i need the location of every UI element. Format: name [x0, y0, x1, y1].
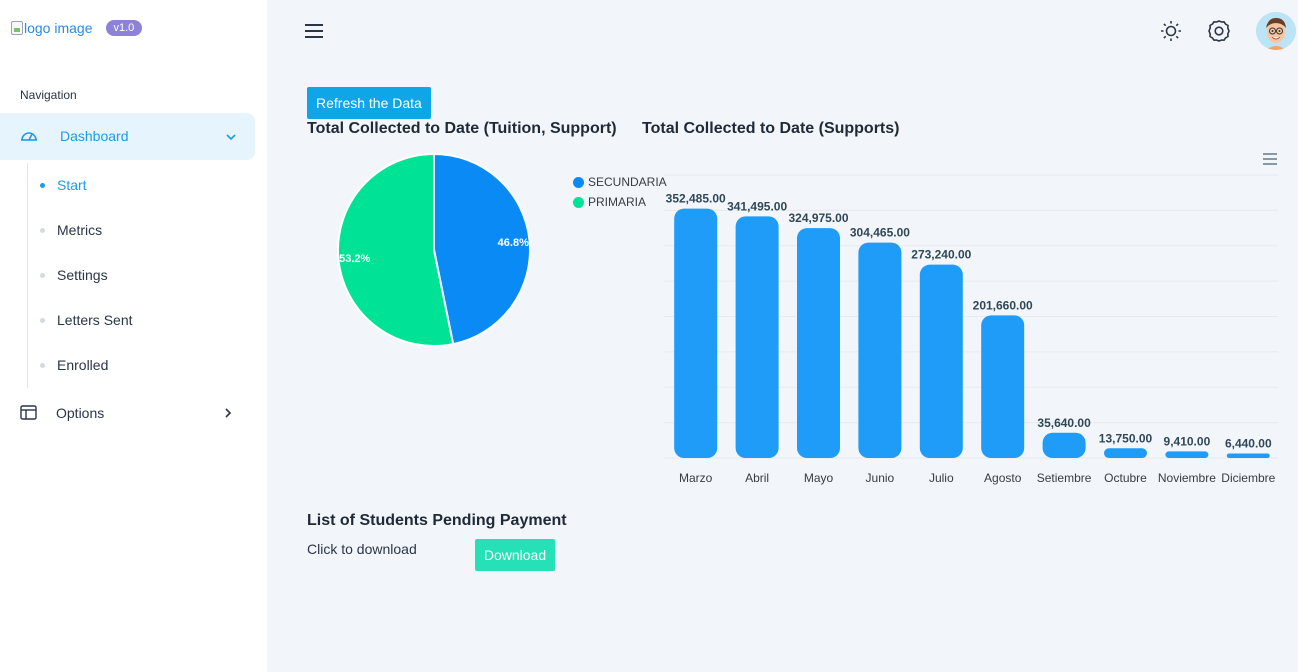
broken-image-icon — [11, 21, 23, 35]
legend-marker — [573, 176, 584, 188]
bullet-icon — [40, 227, 45, 233]
submenu-guide-line — [27, 163, 28, 388]
chevron-down-icon — [225, 129, 237, 145]
legend-marker — [573, 196, 584, 208]
bar-marzo[interactable] — [674, 208, 718, 458]
download-hint: Click to download — [307, 541, 417, 557]
bar-data-label: 201,660.00 — [973, 298, 1033, 312]
x-axis-tick-label: Abril — [745, 471, 769, 485]
bullet-icon — [40, 182, 45, 188]
sidebar-item-options[interactable]: Options — [0, 398, 255, 428]
bar-chart-title: Total Collected to Date (Supports) — [642, 120, 900, 137]
pie-slice-label: 46.8% — [498, 237, 529, 249]
bullet-icon — [40, 272, 45, 278]
pie-chart: 46.8% 53.2% — [330, 145, 540, 360]
legend-item-primaria[interactable]: PRIMARIA — [573, 192, 667, 212]
sidebar-item-dashboard[interactable]: Dashboard — [0, 113, 255, 160]
bar-junio[interactable] — [858, 242, 902, 458]
bar-octubre[interactable] — [1104, 448, 1147, 458]
pie-slice-secundaria[interactable] — [433, 152, 531, 346]
bar-mayo[interactable] — [797, 228, 840, 458]
pie-slice-label: 53.2% — [339, 253, 370, 265]
sidebar-subitem-metrics[interactable]: Metrics — [40, 222, 102, 238]
gauge-icon — [20, 128, 38, 145]
sidebar-subitem-settings[interactable]: Settings — [40, 267, 108, 283]
bullet-icon — [40, 362, 45, 368]
x-axis-tick-label: Junio — [866, 471, 895, 485]
bar-data-label: 9,410.00 — [1164, 434, 1211, 448]
gear-icon[interactable] — [1206, 18, 1232, 49]
x-axis-tick-label: Julio — [929, 471, 954, 485]
legend-label: SECUNDARIA — [588, 175, 667, 189]
bar-data-label: 341,495.00 — [727, 199, 787, 213]
sun-icon[interactable] — [1159, 19, 1183, 48]
legend-label: PRIMARIA — [588, 195, 647, 209]
bar-setiembre[interactable] — [1042, 432, 1086, 458]
bar-data-label: 304,465.00 — [850, 226, 910, 240]
sidebar: logo image v1.0 Navigation Dashboard Sta… — [0, 0, 267, 672]
bar-noviembre[interactable] — [1165, 451, 1209, 458]
pie-slice-primaria[interactable] — [337, 152, 455, 347]
sidebar-subitem-letters-sent[interactable]: Letters Sent — [40, 312, 133, 328]
bar-data-label: 352,485.00 — [666, 192, 726, 206]
avatar[interactable] — [1256, 12, 1296, 50]
bar-data-label: 6,440.00 — [1225, 436, 1272, 450]
chart-menu-icon[interactable] — [1262, 152, 1278, 171]
version-badge: v1.0 — [105, 20, 143, 36]
x-axis-tick-label: Noviembre — [1158, 471, 1216, 485]
sidebar-subitem-label: Settings — [57, 267, 108, 283]
bar-data-label: 324,975.00 — [788, 211, 848, 225]
sidebar-subitem-start[interactable]: Start — [40, 177, 87, 193]
x-axis-tick-label: Setiembre — [1037, 471, 1092, 485]
bar-abril[interactable] — [735, 216, 779, 458]
refresh-data-button[interactable]: Refresh the Data — [307, 87, 431, 119]
brand: logo image v1.0 — [11, 20, 143, 36]
bar-diciembre[interactable] — [1226, 453, 1270, 458]
download-button[interactable]: Download — [475, 539, 555, 571]
x-axis-tick-label: Octubre — [1104, 471, 1147, 485]
pie-chart-title: Total Collected to Date (Tuition, Suppor… — [307, 120, 617, 137]
x-axis-tick-label: Mayo — [804, 471, 834, 485]
menu-icon[interactable] — [304, 22, 324, 45]
bar-chart: 352,485.00 Marzo 341,495.00 Abril 324,975.00… — [660, 165, 1280, 500]
bar-agosto[interactable] — [981, 315, 1025, 458]
chevron-right-icon — [223, 406, 233, 422]
bar-data-label: 35,640.00 — [1037, 416, 1091, 430]
sidebar-subitem-label: Metrics — [57, 222, 103, 238]
sidebar-subitem-label: Enrolled — [57, 357, 109, 373]
x-axis-tick-label: Marzo — [679, 471, 713, 485]
layout-icon — [20, 405, 37, 423]
bar-data-label: 273,240.00 — [911, 248, 971, 262]
sidebar-subitem-enrolled[interactable]: Enrolled — [40, 357, 108, 373]
pie-legend: SECUNDARIA PRIMARIA — [573, 172, 667, 212]
sidebar-item-label: Dashboard — [60, 128, 129, 144]
sidebar-subitem-label: Letters Sent — [57, 312, 133, 328]
bullet-icon — [40, 317, 45, 323]
nav-heading: Navigation — [20, 88, 77, 102]
x-axis-tick-label: Diciembre — [1221, 471, 1275, 485]
bar-data-label: 13,750.00 — [1099, 431, 1153, 445]
bar-julio[interactable] — [919, 264, 963, 458]
pending-payment-title: List of Students Pending Payment — [307, 512, 567, 529]
logo-alt-text: logo image — [24, 20, 93, 36]
legend-item-secundaria[interactable]: SECUNDARIA — [573, 172, 667, 192]
x-axis-tick-label: Agosto — [984, 471, 1022, 485]
sidebar-item-label: Options — [56, 405, 105, 421]
sidebar-subitem-label: Start — [57, 177, 87, 193]
logo-image[interactable]: logo image — [11, 20, 93, 36]
